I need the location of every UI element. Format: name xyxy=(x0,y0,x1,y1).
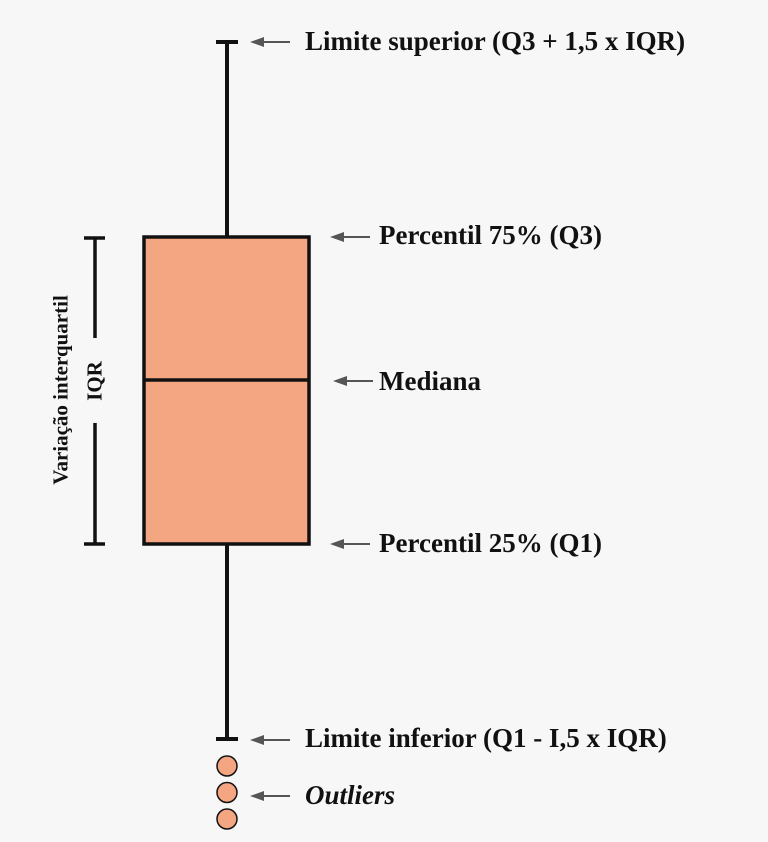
outliers-label: Outliers xyxy=(305,780,396,810)
iqr-abbr-label: IQR xyxy=(82,361,107,401)
arrow-lower-limit xyxy=(250,735,290,745)
outlier-point xyxy=(216,808,238,830)
upper-limit-label: Limite superior (Q3 + 1,5 x IQR) xyxy=(305,26,686,56)
q3-label: Percentil 75% (Q3) xyxy=(379,220,602,250)
arrow-outliers xyxy=(250,791,290,801)
iqr-box xyxy=(142,235,311,546)
outlier-point xyxy=(216,755,238,777)
arrow-median xyxy=(333,376,373,386)
outlier-point xyxy=(216,781,238,804)
arrow-q3 xyxy=(330,232,370,242)
arrow-q1 xyxy=(330,539,370,549)
lower-limit-label: Limite inferior (Q1 - I,5 x IQR) xyxy=(305,723,667,753)
q1-label: Percentil 25% (Q1) xyxy=(379,528,602,558)
arrow-upper-limit xyxy=(250,37,290,47)
outlier-points xyxy=(216,755,238,830)
iqr-title-label: Variação interquartil xyxy=(48,295,73,485)
median-label: Mediana xyxy=(379,366,482,396)
